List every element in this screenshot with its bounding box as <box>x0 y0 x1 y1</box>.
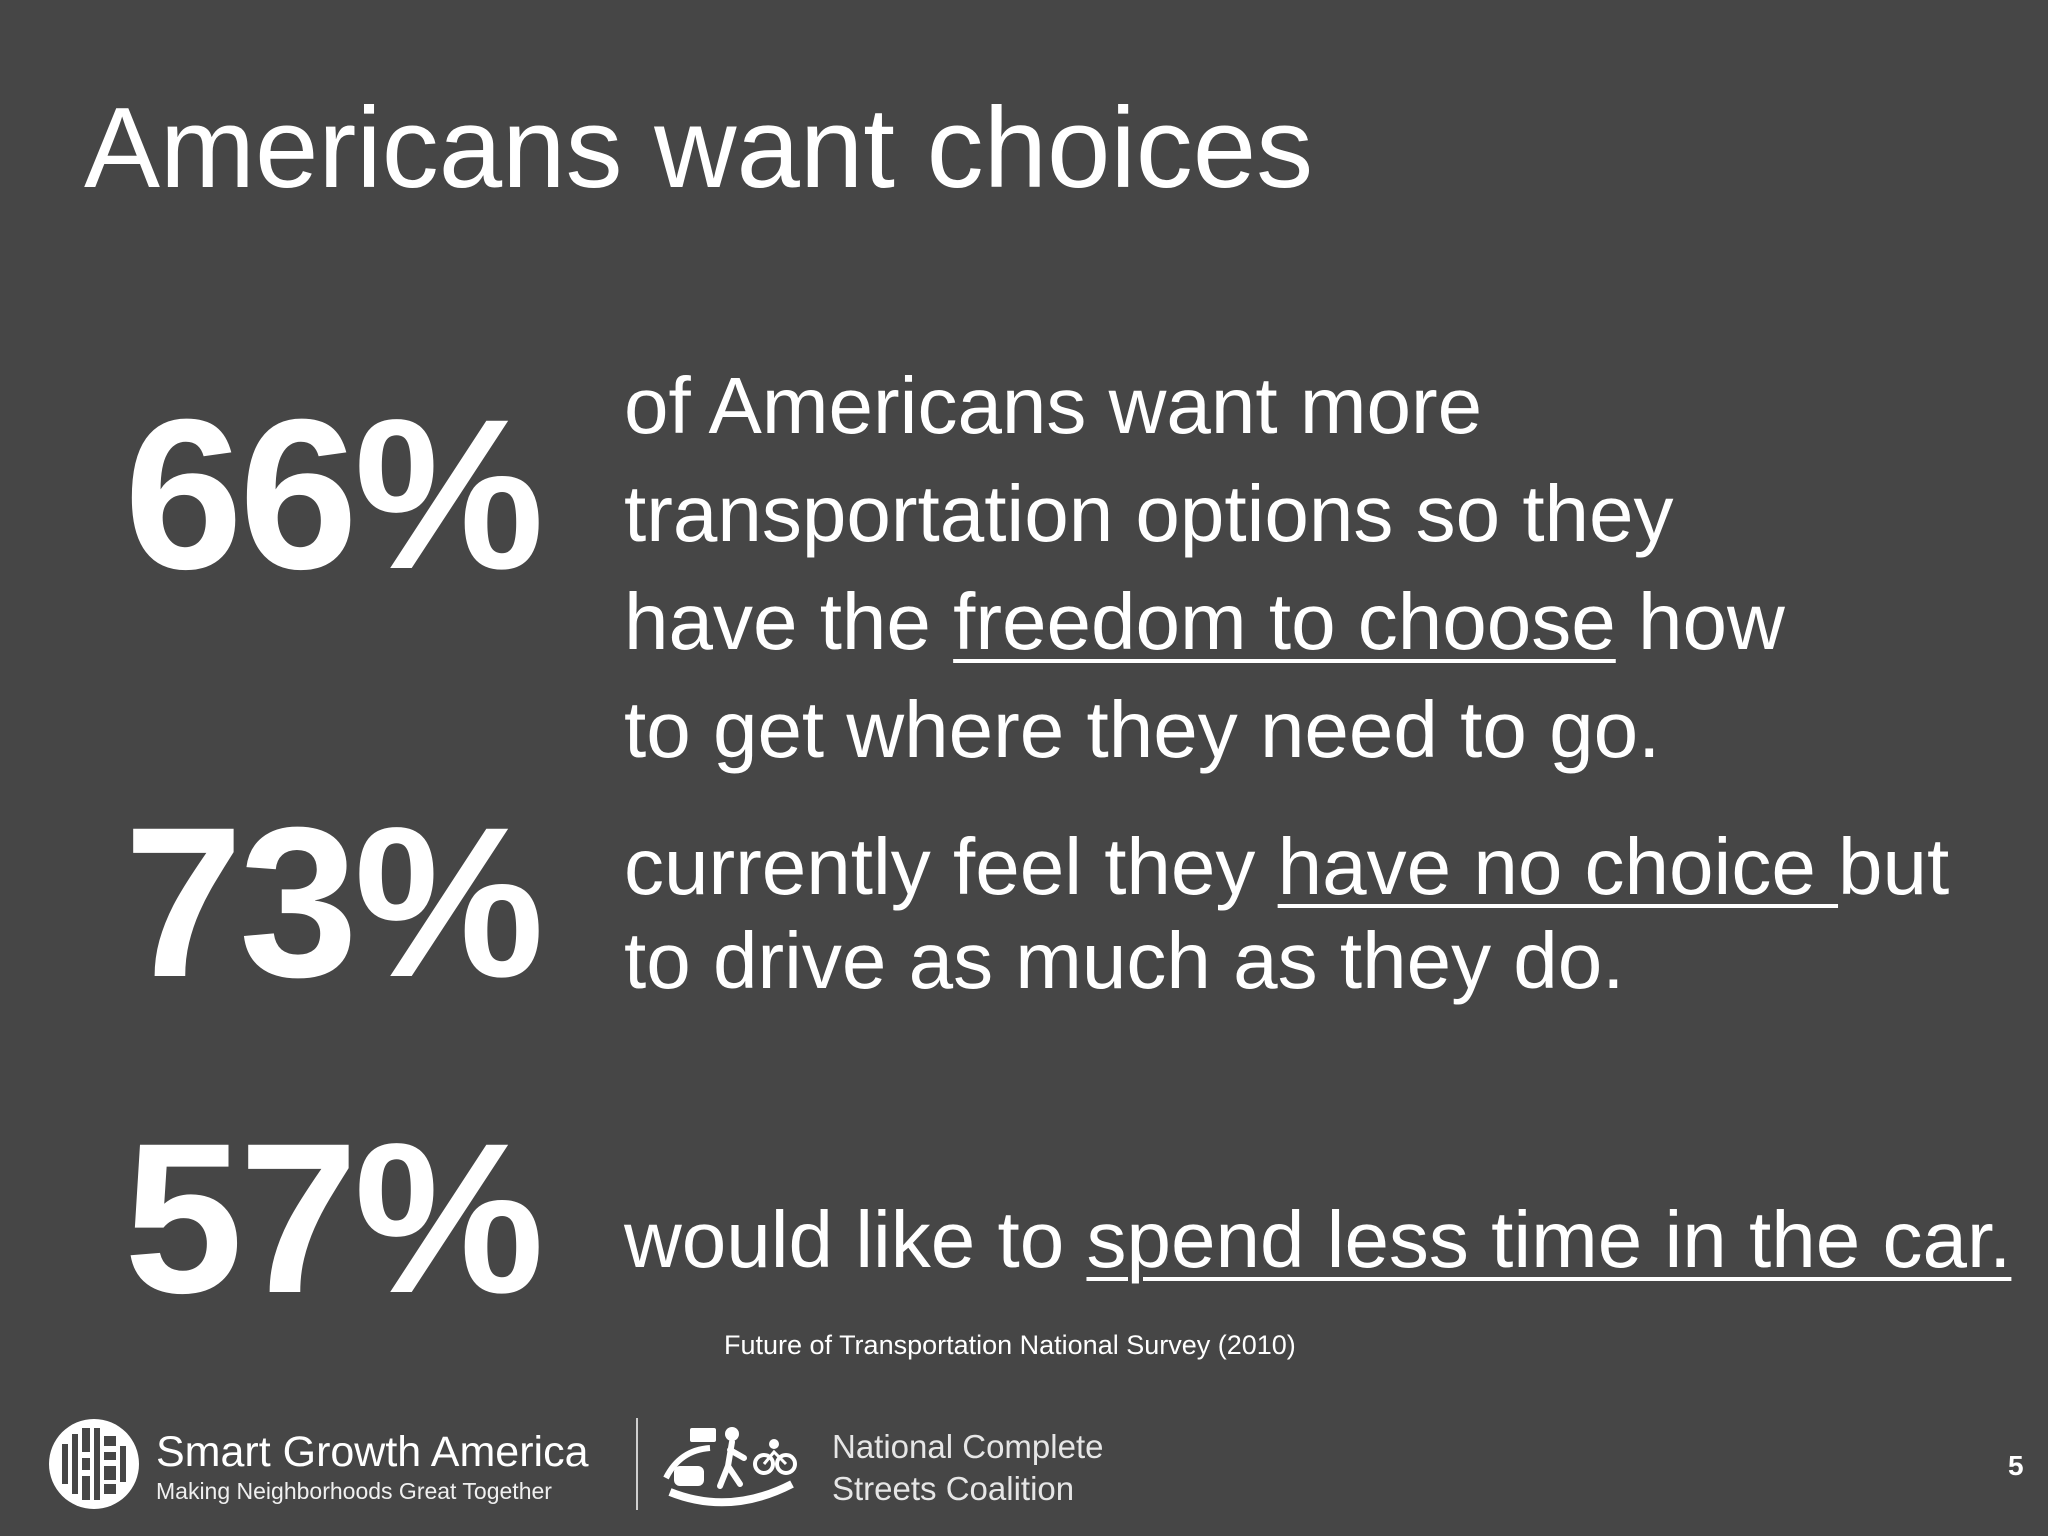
complete-streets-icon <box>663 1427 797 1507</box>
stat-66-line-3-post: how <box>1615 577 1785 666</box>
stat-73-line-1-post: but <box>1838 822 1950 911</box>
stat-73-statement: currently feel they have no choice but t… <box>624 820 1949 1008</box>
ncsc-line-2: Streets Coalition <box>832 1470 1075 1507</box>
stat-66-percent: 66% <box>124 375 544 614</box>
sga-grid-icon <box>49 1419 139 1509</box>
footer-divider <box>636 1418 638 1510</box>
page-number: 5 <box>2008 1450 2024 1481</box>
stat-66-statement: of Americans want more transportation op… <box>624 352 1785 784</box>
stat-66-line-1: of Americans want more <box>624 361 1483 450</box>
ncsc-name: National Complete Streets Coalition <box>832 1426 1103 1510</box>
sga-tagline: Making Neighborhoods Great Together <box>156 1478 552 1504</box>
slide-title: Americans want choices <box>84 85 1314 212</box>
stat-73-emphasis: have no choice <box>1277 822 1839 911</box>
ncsc-line-1: National Complete <box>832 1428 1104 1465</box>
stat-57-line-1: would like to spend less time in the car… <box>624 1186 2011 1294</box>
stat-57-percent: 57% <box>124 1099 544 1338</box>
sga-name: Smart Growth America <box>156 1428 589 1476</box>
stat-66-line-3-pre: have the <box>624 577 954 666</box>
source-citation: Future of Transportation National Survey… <box>724 1330 1296 1360</box>
stat-57-statement: would like to spend less time in the car… <box>624 1186 2011 1294</box>
stat-73-line-1-pre: currently feel they <box>624 822 1278 911</box>
stat-73-line-1: currently feel they have no choice but <box>624 820 1949 914</box>
stat-66-line-4: to get where they need to go. <box>624 685 1661 774</box>
stat-66-line-2: transportation options so they <box>624 469 1674 558</box>
stat-66-emphasis: freedom to choose <box>953 577 1616 666</box>
stat-57-emphasis: spend less time in the car. <box>1086 1195 2012 1284</box>
stat-73-percent: 73% <box>124 783 544 1022</box>
stat-73-line-2: to drive as much as they do. <box>624 916 1625 1005</box>
stat-66-line-3: have the freedom to choose how <box>624 568 1785 676</box>
stat-57-line-1-pre: would like to <box>624 1195 1087 1284</box>
